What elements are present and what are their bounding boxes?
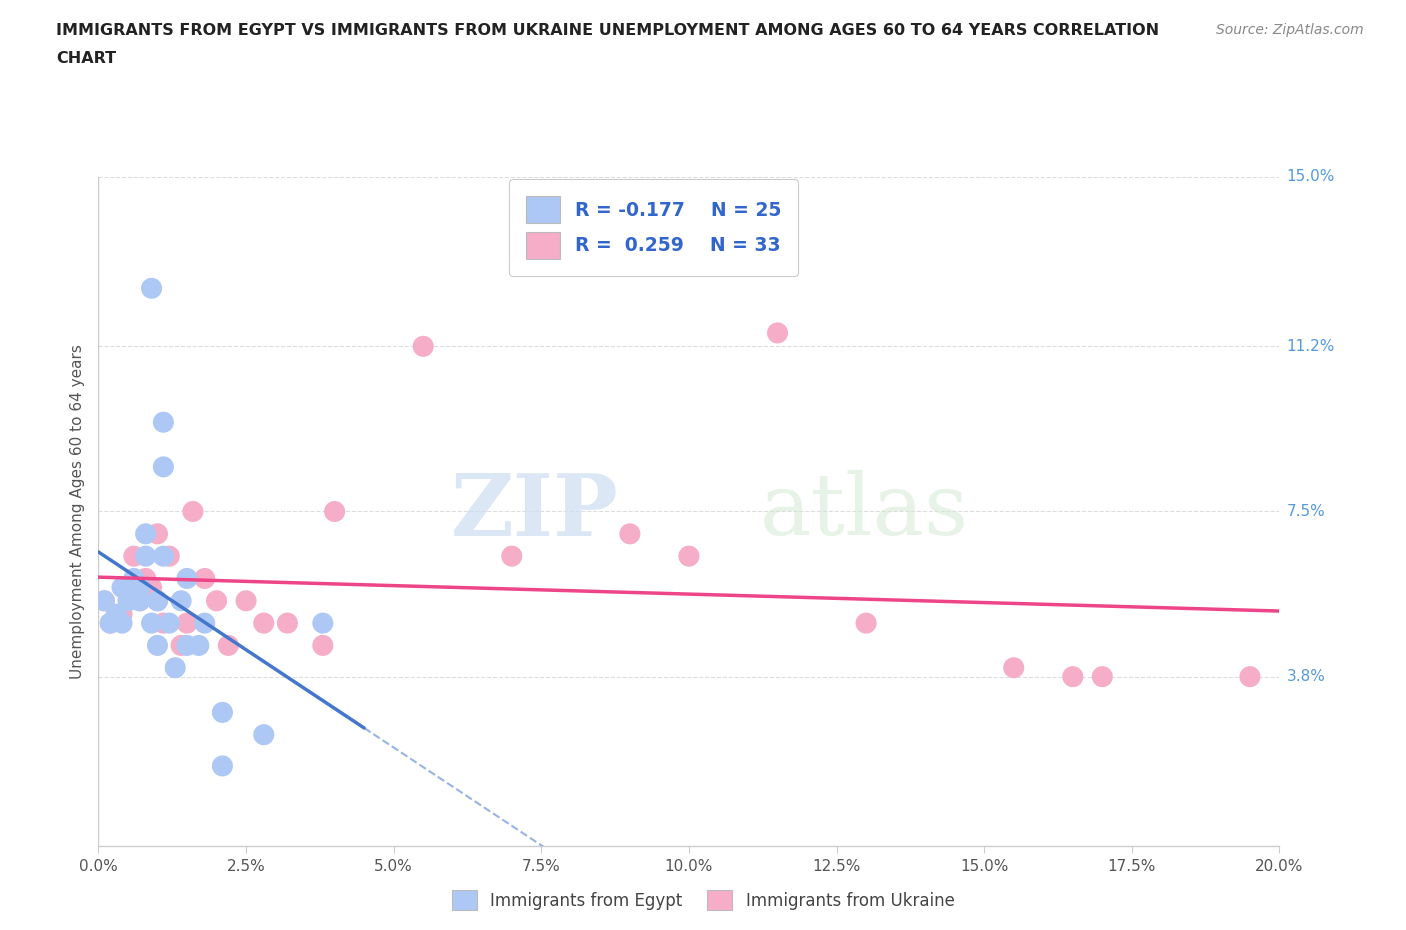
Text: ZIP: ZIP [450,470,619,553]
Point [176,616,198,631]
Point [152,616,174,631]
Point [312,638,335,653]
Text: IMMIGRANTS FROM EGYPT VS IMMIGRANTS FROM UKRAINE UNEMPLOYMENT AMONG AGES 60 TO 6: IMMIGRANTS FROM EGYPT VS IMMIGRANTS FROM… [56,23,1160,38]
Point [122,549,145,564]
Point [211,759,233,774]
Point [117,593,139,608]
Legend: R = -0.177    N = 25, R =  0.259    N = 33: R = -0.177 N = 25, R = 0.259 N = 33 [509,179,799,275]
Point [146,593,169,608]
Point [187,638,209,653]
Point [211,705,233,720]
Text: atlas: atlas [759,470,969,553]
Point [128,580,150,595]
Point [176,638,198,653]
Point [253,616,276,631]
Point [157,616,180,631]
Text: CHART: CHART [56,51,117,66]
Point [146,526,169,541]
Point [152,459,174,474]
Point [135,526,157,541]
Point [122,571,145,586]
Point [217,638,239,653]
Point [111,606,134,621]
Text: 3.8%: 3.8% [1286,670,1326,684]
Point [117,580,139,595]
Point [766,326,789,340]
Point [141,616,163,631]
Point [98,616,121,631]
Text: 15.0%: 15.0% [1286,169,1334,184]
Point [152,415,174,430]
Point [93,593,115,608]
Point [1002,660,1025,675]
Point [146,593,169,608]
Point [146,638,169,653]
Text: 7.5%: 7.5% [1286,504,1326,519]
Point [855,616,877,631]
Point [194,571,217,586]
Point [235,593,257,608]
Text: Source: ZipAtlas.com: Source: ZipAtlas.com [1216,23,1364,37]
Point [678,549,700,564]
Point [157,549,180,564]
Point [111,616,134,631]
Point [194,616,217,631]
Point [1091,670,1114,684]
Point [619,526,641,541]
Point [501,549,523,564]
Point [323,504,346,519]
Point [170,638,193,653]
Point [205,593,228,608]
Point [176,571,198,586]
Point [152,549,174,564]
Point [111,580,134,595]
Y-axis label: Unemployment Among Ages 60 to 64 years: Unemployment Among Ages 60 to 64 years [69,344,84,679]
Point [253,727,276,742]
Point [128,593,150,608]
Point [135,571,157,586]
Point [141,281,163,296]
Point [141,580,163,595]
Point [181,504,204,519]
Point [128,593,150,608]
Point [135,549,157,564]
Point [1062,670,1084,684]
Point [412,339,434,353]
Legend: Immigrants from Egypt, Immigrants from Ukraine: Immigrants from Egypt, Immigrants from U… [444,884,962,917]
Point [276,616,298,631]
Point [312,616,335,631]
Point [165,660,187,675]
Text: 11.2%: 11.2% [1286,339,1334,353]
Point [170,593,193,608]
Point [105,606,128,621]
Point [93,593,115,608]
Point [1239,670,1261,684]
Point [98,616,121,631]
